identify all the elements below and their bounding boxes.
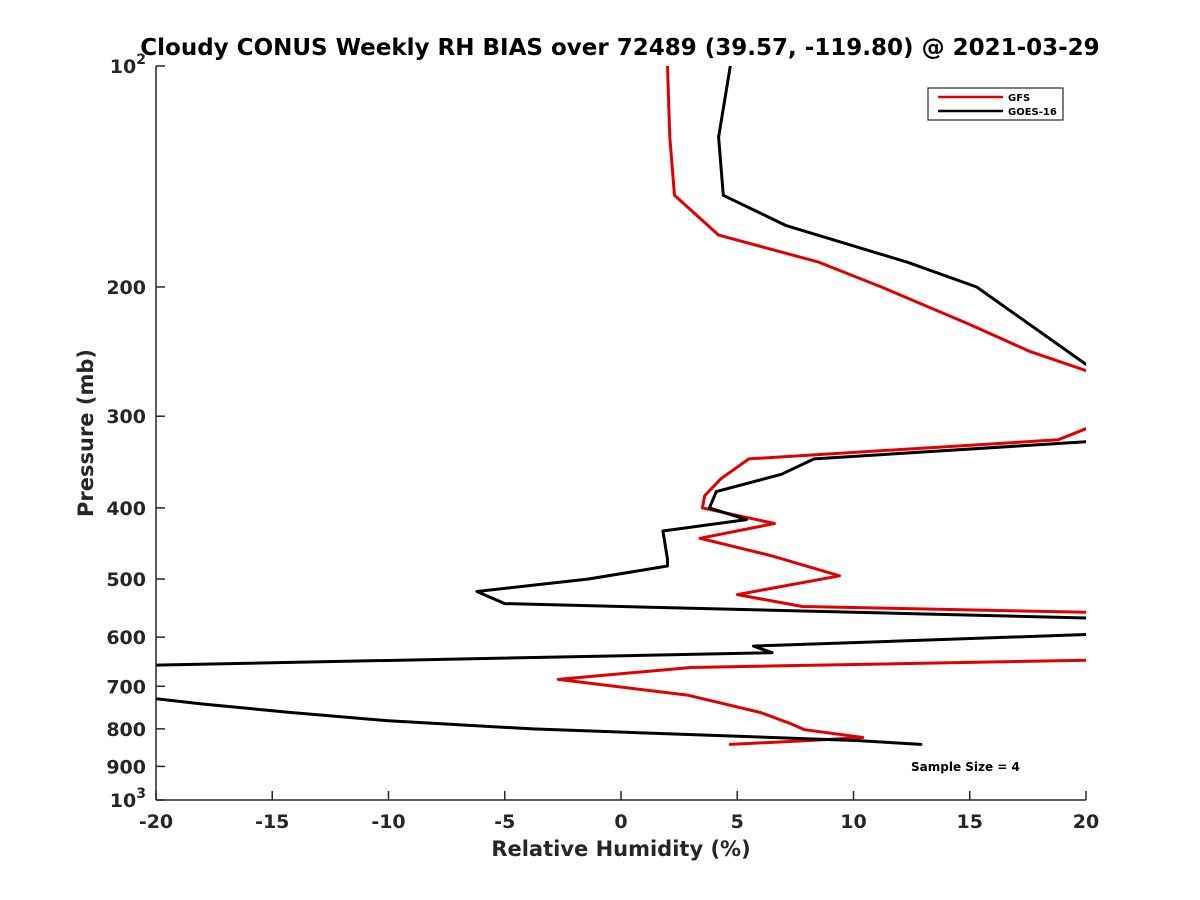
series-line-gfs-segment-1 bbox=[666, 66, 1086, 373]
y-tick-label: 600 bbox=[106, 627, 146, 649]
x-tick-label: 10 bbox=[840, 811, 866, 833]
y-tick-label: 400 bbox=[106, 498, 146, 520]
x-tick-label: -15 bbox=[255, 811, 289, 833]
legend-label-goes16: GOES-16 bbox=[1008, 107, 1057, 118]
y-tick-label: 102 bbox=[110, 52, 146, 78]
series-line-goes16-segment-3 bbox=[156, 633, 1086, 667]
x-tick-label: 5 bbox=[731, 811, 744, 833]
plot-area bbox=[156, 66, 1086, 800]
x-tick-label: -5 bbox=[494, 811, 515, 833]
sample-size-annotation: Sample Size = 4 bbox=[911, 760, 1020, 774]
y-tick-label: 500 bbox=[106, 569, 146, 591]
x-ticks: -20 -15 -10 -5 0 5 10 15 20 bbox=[139, 791, 1099, 833]
chart-title: Cloudy CONUS Weekly RH BIAS over 72489 (… bbox=[140, 35, 1099, 61]
y-ticks: 102 200 300 400 500 600 700 800 900 103 bbox=[106, 52, 165, 812]
series-line-gfs-segment-2 bbox=[698, 427, 1086, 614]
y-axis-label: Pressure (mb) bbox=[74, 349, 98, 517]
y-tick-label: 700 bbox=[106, 676, 146, 698]
legend-label-gfs: GFS bbox=[1008, 93, 1030, 104]
x-axis-label: Relative Humidity (%) bbox=[491, 837, 750, 861]
y-tick-label: 103 bbox=[110, 786, 146, 812]
x-tick-label: 15 bbox=[957, 811, 983, 833]
x-tick-label: 20 bbox=[1073, 811, 1099, 833]
y-tick-label: 200 bbox=[106, 277, 146, 299]
x-tick-label: -20 bbox=[139, 811, 173, 833]
plot-background bbox=[156, 66, 1086, 800]
y-tick-label: 800 bbox=[106, 719, 146, 741]
legend: GFS GOES-16 bbox=[927, 87, 1064, 121]
legend-box bbox=[927, 87, 1064, 121]
y-tick-label: 900 bbox=[106, 756, 146, 778]
series-line-goes16-segment-1 bbox=[717, 66, 1086, 366]
x-tick-label: -10 bbox=[371, 811, 405, 833]
series-line-goes16-segment-4 bbox=[156, 697, 923, 746]
series-layer bbox=[156, 66, 1086, 746]
series-line-goes16-segment-2 bbox=[475, 440, 1086, 620]
y-tick-label: 300 bbox=[106, 406, 146, 428]
x-tick-label: 0 bbox=[614, 811, 627, 833]
